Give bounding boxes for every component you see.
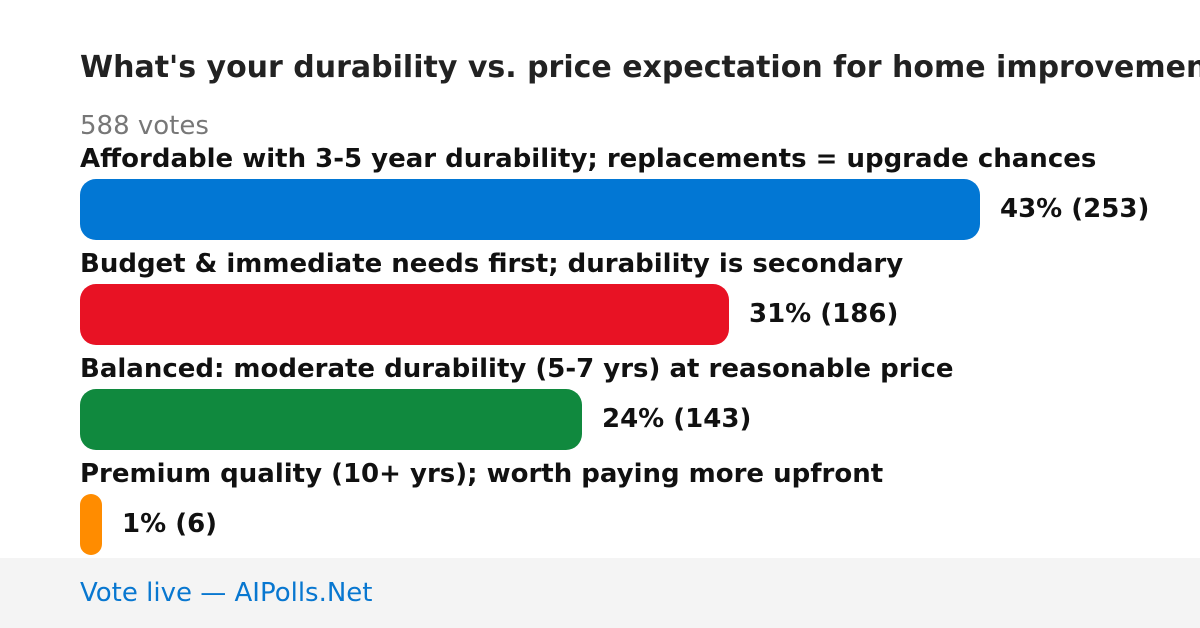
option-label: Budget & immediate needs first; durabili… — [80, 249, 904, 279]
option-percent-label: 43% (253) — [1000, 194, 1150, 224]
poll-option[interactable]: Balanced: moderate durability (5-7 yrs) … — [80, 353, 1200, 458]
footer-bar: Vote live — AIPolls.Net — [0, 558, 1200, 628]
option-percent-label: 24% (143) — [602, 404, 752, 434]
option-bar — [80, 389, 582, 450]
poll-option[interactable]: Premium quality (10+ yrs); worth paying … — [80, 458, 1200, 563]
option-label: Balanced: moderate durability (5-7 yrs) … — [80, 354, 954, 384]
vote-live-link[interactable]: Vote live — AIPolls.Net — [80, 578, 373, 608]
option-percent-label: 31% (186) — [749, 299, 899, 329]
option-bar — [80, 494, 102, 555]
vote-count: 588 votes — [80, 111, 209, 141]
poll-option[interactable]: Affordable with 3-5 year durability; rep… — [80, 143, 1200, 248]
poll-title: What's your durability vs. price expecta… — [80, 50, 1200, 85]
option-percent-label: 1% (6) — [122, 509, 218, 539]
option-label: Premium quality (10+ yrs); worth paying … — [80, 459, 884, 489]
poll-option[interactable]: Budget & immediate needs first; durabili… — [80, 248, 1200, 353]
option-bar — [80, 284, 729, 345]
option-bar — [80, 179, 980, 240]
option-label: Affordable with 3-5 year durability; rep… — [80, 144, 1097, 174]
